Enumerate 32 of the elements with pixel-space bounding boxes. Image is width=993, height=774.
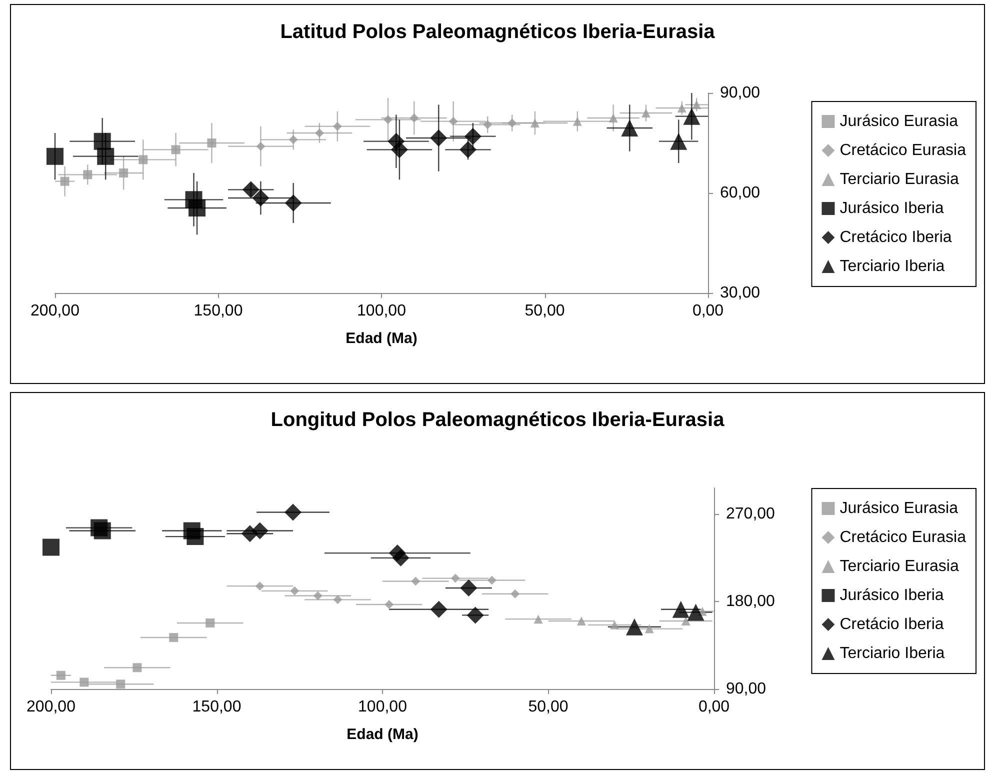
y-tick-label: 90,00 bbox=[726, 680, 766, 698]
chart-title: Latitud Polos Paleomagnéticos Iberia-Eurasia bbox=[280, 21, 716, 43]
y-tick-label: 30,00 bbox=[720, 284, 760, 302]
x-tick-label: 100,00 bbox=[357, 302, 406, 320]
legend-label: Cretácico Iberia bbox=[840, 229, 952, 246]
y-tick-label: 90,00 bbox=[720, 84, 760, 102]
legend-label: Terciario Iberia bbox=[840, 258, 945, 275]
x-tick-label: 50,00 bbox=[528, 698, 568, 716]
legend-label: Terciario Eurasia bbox=[840, 558, 959, 575]
legend-label: Jurásico Eurasia bbox=[840, 113, 958, 130]
y-tick-label: 180,00 bbox=[726, 593, 776, 610]
chart-title: Longitud Polos Paleomagnéticos Iberia-Eurasia bbox=[270, 409, 726, 431]
legend-label: Terciario Iberia bbox=[840, 645, 945, 662]
x-tick-label: 0,00 bbox=[698, 698, 730, 716]
x-axis-title: Edad (Ma) bbox=[346, 330, 418, 347]
x-tick-label: 50,00 bbox=[524, 302, 565, 320]
x-tick-label: 0,00 bbox=[692, 302, 724, 320]
x-tick-label: 150,00 bbox=[194, 302, 243, 320]
legend-label: Jurásico Iberia bbox=[840, 200, 944, 217]
x-tick-label: 150,00 bbox=[192, 698, 242, 716]
legend-label: Cretácio Iberia bbox=[840, 616, 944, 633]
x-axis-title: Edad (Ma) bbox=[346, 726, 418, 743]
y-tick-label: 270,00 bbox=[726, 506, 776, 523]
legend-label: Jurásico Eurasia bbox=[840, 500, 958, 517]
y-tick-label: 60,00 bbox=[720, 184, 760, 202]
legend-label: Cretácico Eurasia bbox=[840, 529, 966, 546]
x-tick-label: 200,00 bbox=[30, 302, 80, 320]
x-tick-label: 100,00 bbox=[358, 698, 408, 716]
legend-label: Jurásico Iberia bbox=[840, 587, 944, 604]
legend-label: Terciario Eurasia bbox=[840, 171, 959, 188]
x-tick-label: 200,00 bbox=[26, 698, 76, 716]
legend-label: Cretácico Eurasia bbox=[840, 142, 966, 159]
